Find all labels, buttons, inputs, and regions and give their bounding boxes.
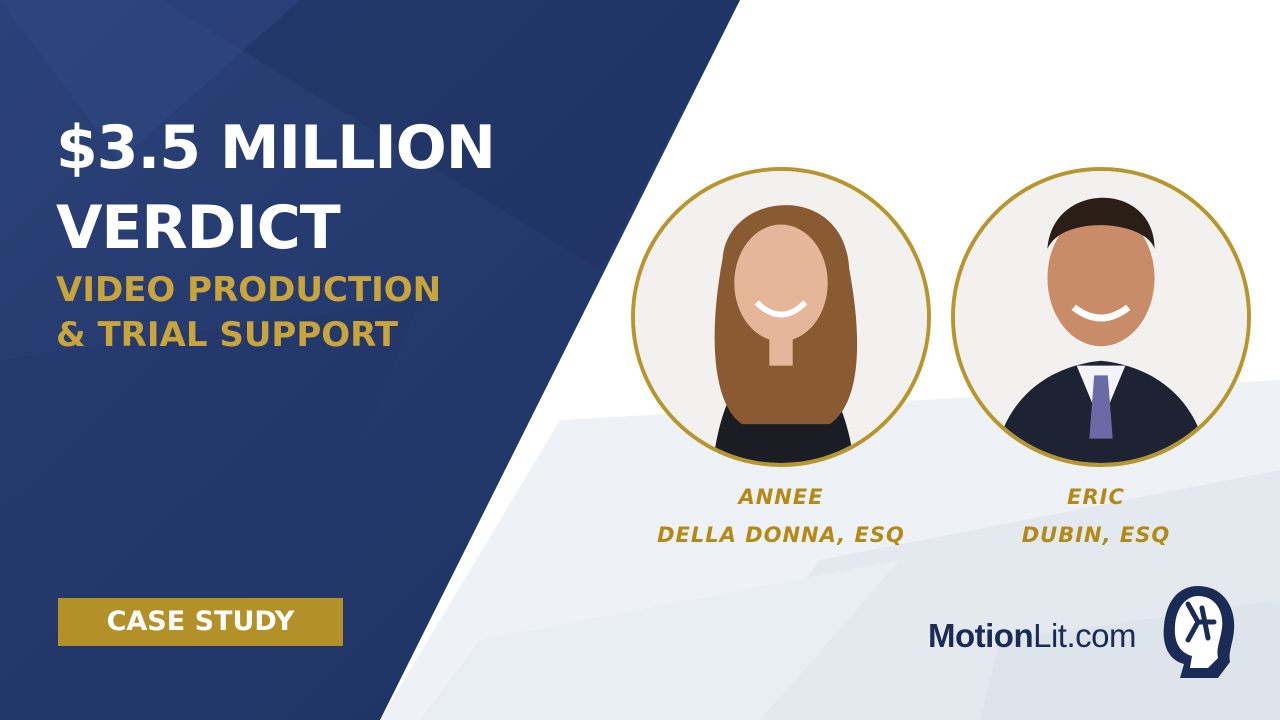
portrait-eric [951, 167, 1251, 467]
case-study-badge: CASE STUDY [58, 598, 343, 646]
portrait-annee [631, 167, 931, 467]
name-eric: ERIC DUBIN, ESQ [951, 478, 1241, 554]
subheadline-line-2: & TRIAL SUPPORT [56, 315, 399, 355]
name-annee: ANNEE DELLA DONNA, ESQ [631, 478, 931, 554]
woman-portrait-icon [635, 171, 927, 463]
subheadline-line-1: VIDEO PRODUCTION [56, 270, 442, 310]
name-annee-last: DELLA DONNA, ESQ [657, 523, 905, 547]
brand-bold: Motion [928, 617, 1034, 654]
subheadline: VIDEO PRODUCTION & TRIAL SUPPORT [56, 268, 441, 358]
name-eric-first: ERIC [1067, 485, 1125, 509]
name-annee-first: ANNEE [738, 485, 824, 509]
headline: $3.5 MILLION VERDICT [56, 108, 496, 268]
brand-rest: Lit.com [1033, 617, 1136, 654]
brand-wordmark: MotionLit.com [928, 617, 1136, 655]
headline-line-1: $3.5 MILLION [56, 113, 496, 183]
headline-line-2: VERDICT [56, 193, 341, 263]
name-eric-last: DUBIN, ESQ [1021, 523, 1171, 547]
man-portrait-icon [955, 171, 1247, 463]
head-profile-logo-icon [1163, 586, 1235, 678]
